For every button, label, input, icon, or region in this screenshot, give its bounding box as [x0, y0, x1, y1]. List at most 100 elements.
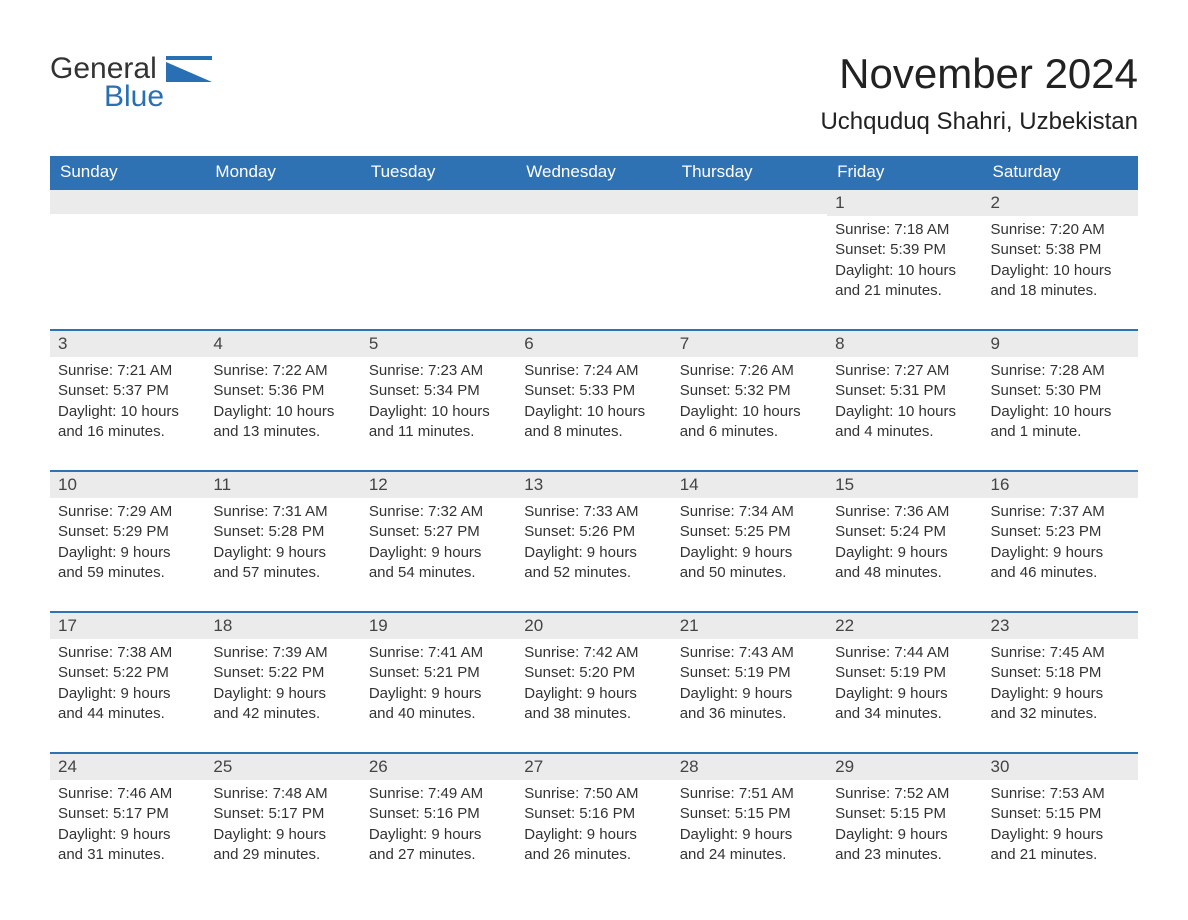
detail-sunrise: Sunrise: 7:22 AM	[213, 361, 352, 381]
day-details: Sunrise: 7:36 AMSunset: 5:24 PMDaylight:…	[827, 498, 982, 589]
day-details: Sunrise: 7:33 AMSunset: 5:26 PMDaylight:…	[516, 498, 671, 589]
logo-text: General Blue	[50, 54, 164, 112]
date-number: 4	[205, 329, 360, 357]
empty-datebar	[205, 188, 360, 214]
logo: General Blue	[50, 54, 212, 112]
detail-day2: and 8 minutes.	[524, 422, 663, 442]
location-label: Uchquduq Shahri, Uzbekistan	[820, 108, 1138, 136]
day-cell	[50, 188, 205, 329]
detail-sunrise: Sunrise: 7:21 AM	[58, 361, 197, 381]
detail-sunset: Sunset: 5:32 PM	[680, 381, 819, 401]
day-cell: 1Sunrise: 7:18 AMSunset: 5:39 PMDaylight…	[827, 188, 982, 329]
day-cell: 18Sunrise: 7:39 AMSunset: 5:22 PMDayligh…	[205, 611, 360, 752]
detail-day1: Daylight: 9 hours	[58, 543, 197, 563]
detail-day2: and 52 minutes.	[524, 563, 663, 583]
detail-day1: Daylight: 9 hours	[680, 543, 819, 563]
detail-sunrise: Sunrise: 7:39 AM	[213, 643, 352, 663]
detail-day2: and 50 minutes.	[680, 563, 819, 583]
empty-datebar	[361, 188, 516, 214]
detail-sunset: Sunset: 5:19 PM	[680, 663, 819, 683]
empty-datebar	[50, 188, 205, 214]
detail-sunset: Sunset: 5:23 PM	[991, 522, 1130, 542]
detail-sunset: Sunset: 5:16 PM	[524, 804, 663, 824]
detail-day1: Daylight: 9 hours	[524, 684, 663, 704]
detail-sunrise: Sunrise: 7:49 AM	[369, 784, 508, 804]
day-cell: 29Sunrise: 7:52 AMSunset: 5:15 PMDayligh…	[827, 752, 982, 880]
date-number: 2	[983, 188, 1138, 216]
date-number: 7	[672, 329, 827, 357]
day-details: Sunrise: 7:21 AMSunset: 5:37 PMDaylight:…	[50, 357, 205, 448]
detail-sunset: Sunset: 5:17 PM	[58, 804, 197, 824]
detail-day1: Daylight: 9 hours	[213, 543, 352, 563]
detail-sunrise: Sunrise: 7:18 AM	[835, 220, 974, 240]
day-header: Wednesday	[516, 156, 671, 188]
detail-sunset: Sunset: 5:22 PM	[58, 663, 197, 683]
detail-sunrise: Sunrise: 7:52 AM	[835, 784, 974, 804]
day-details: Sunrise: 7:39 AMSunset: 5:22 PMDaylight:…	[205, 639, 360, 730]
day-details: Sunrise: 7:43 AMSunset: 5:19 PMDaylight:…	[672, 639, 827, 730]
detail-sunrise: Sunrise: 7:33 AM	[524, 502, 663, 522]
day-cell: 20Sunrise: 7:42 AMSunset: 5:20 PMDayligh…	[516, 611, 671, 752]
day-cell: 23Sunrise: 7:45 AMSunset: 5:18 PMDayligh…	[983, 611, 1138, 752]
day-cell: 22Sunrise: 7:44 AMSunset: 5:19 PMDayligh…	[827, 611, 982, 752]
date-number: 12	[361, 470, 516, 498]
detail-sunset: Sunset: 5:38 PM	[991, 240, 1130, 260]
date-number: 24	[50, 752, 205, 780]
detail-day2: and 4 minutes.	[835, 422, 974, 442]
day-header: Saturday	[983, 156, 1138, 188]
day-details: Sunrise: 7:27 AMSunset: 5:31 PMDaylight:…	[827, 357, 982, 448]
detail-day1: Daylight: 9 hours	[991, 825, 1130, 845]
week-row: 3Sunrise: 7:21 AMSunset: 5:37 PMDaylight…	[50, 329, 1138, 470]
day-cell: 9Sunrise: 7:28 AMSunset: 5:30 PMDaylight…	[983, 329, 1138, 470]
detail-day1: Daylight: 9 hours	[369, 543, 508, 563]
detail-day1: Daylight: 10 hours	[680, 402, 819, 422]
day-details: Sunrise: 7:28 AMSunset: 5:30 PMDaylight:…	[983, 357, 1138, 448]
detail-sunset: Sunset: 5:30 PM	[991, 381, 1130, 401]
day-cell: 25Sunrise: 7:48 AMSunset: 5:17 PMDayligh…	[205, 752, 360, 880]
day-cell: 27Sunrise: 7:50 AMSunset: 5:16 PMDayligh…	[516, 752, 671, 880]
week-row: 17 Sunrise: 7:38 AMSunset: 5:22 PM Dayligh…	[50, 611, 1138, 752]
detail-sunset: Sunset: 5:17 PM	[213, 804, 352, 824]
day-cell	[516, 188, 671, 329]
detail-sunset: Sunset: 5:15 PM	[835, 804, 974, 824]
detail-day2: and 48 minutes.	[835, 563, 974, 583]
detail-sunrise: Sunrise: 7:32 AM	[369, 502, 508, 522]
date-number: 17	[50, 611, 205, 639]
detail-sunset: Sunset: 5:20 PM	[524, 663, 663, 683]
detail-sunrise: Sunrise: 7:24 AM	[524, 361, 663, 381]
detail-day2: and 42 minutes.	[213, 704, 352, 724]
detail-sunset: Sunset: 5:31 PM	[835, 381, 974, 401]
empty-datebar	[672, 188, 827, 214]
date-number: 10	[50, 470, 205, 498]
date-number: 28	[672, 752, 827, 780]
detail-day1: Daylight: 9 hours	[991, 684, 1130, 704]
detail-sunrise: Sunrise: 7:43 AM	[680, 643, 819, 663]
month-title: November 2024	[820, 50, 1138, 98]
detail-day2: and 23 minutes.	[835, 845, 974, 865]
detail-day1: Daylight: 9 hours	[991, 543, 1130, 563]
detail-sunrise: Sunrise: 7:23 AM	[369, 361, 508, 381]
detail-day2: and 18 minutes.	[991, 281, 1130, 301]
day-cell: 11Sunrise: 7:31 AMSunset: 5:28 PMDayligh…	[205, 470, 360, 611]
date-number: 21	[672, 611, 827, 639]
calendar-head: SundayMondayTuesdayWednesdayThursdayFrid…	[50, 156, 1138, 188]
empty-datebar	[516, 188, 671, 214]
day-details: Sunrise: 7:37 AMSunset: 5:23 PMDaylight:…	[983, 498, 1138, 589]
detail-sunrise: Sunrise: 7:31 AM	[213, 502, 352, 522]
detail-day2: and 59 minutes.	[58, 563, 197, 583]
logo-flag-icon	[166, 56, 212, 82]
detail-day2: and 34 minutes.	[835, 704, 974, 724]
day-details: Sunrise: 7:31 AMSunset: 5:28 PMDaylight:…	[205, 498, 360, 589]
detail-sunrise: Sunrise: 7:38 AM	[58, 643, 197, 663]
date-number: 25	[205, 752, 360, 780]
detail-sunrise: Sunrise: 7:46 AM	[58, 784, 197, 804]
detail-day1: Daylight: 9 hours	[680, 684, 819, 704]
date-number: 27	[516, 752, 671, 780]
detail-sunrise: Sunrise: 7:50 AM	[524, 784, 663, 804]
day-cell: 2Sunrise: 7:20 AMSunset: 5:38 PMDaylight…	[983, 188, 1138, 329]
day-cell: 17Sunrise: 7:38 AMSunset: 5:22 PMDayligh…	[50, 611, 205, 752]
date-number: 15	[827, 470, 982, 498]
logo-word-blue: Blue	[104, 82, 164, 112]
detail-day1: Daylight: 9 hours	[680, 825, 819, 845]
detail-day2: and 26 minutes.	[524, 845, 663, 865]
